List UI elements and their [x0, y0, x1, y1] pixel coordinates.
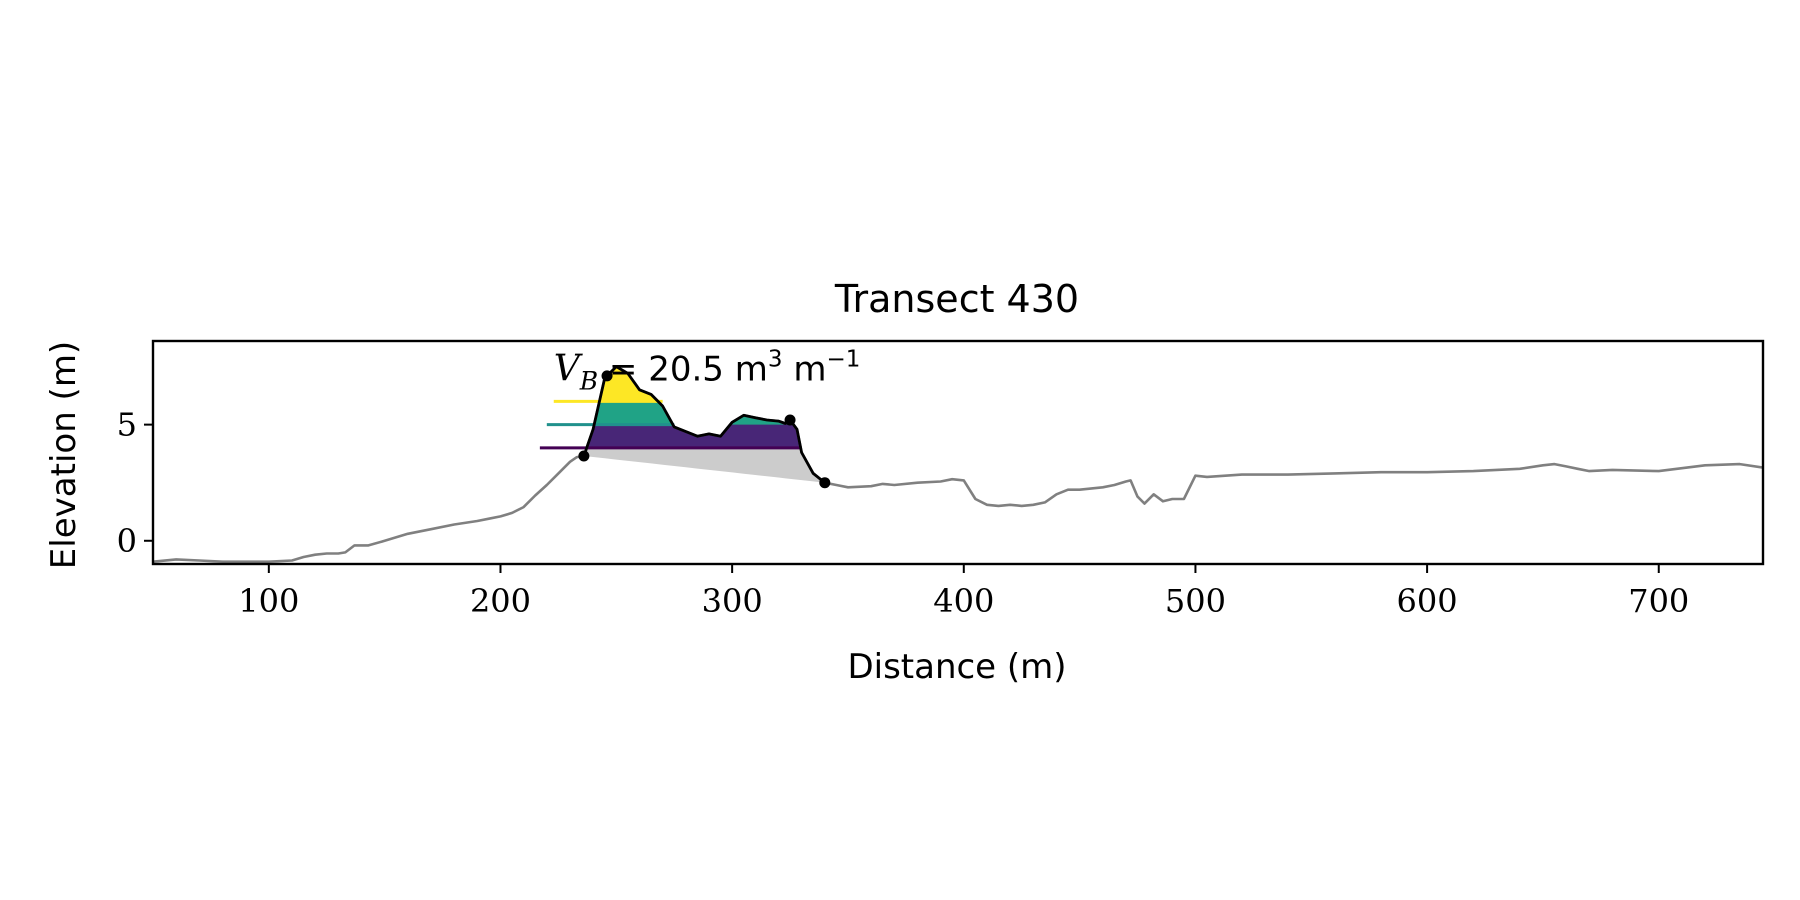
y-tick-label-0: 0: [117, 522, 137, 560]
annotation-unit-second: m: [783, 349, 827, 389]
annotation-equals: =: [598, 349, 648, 389]
x-axis-label: Distance (m): [847, 647, 1066, 687]
x-tick-label-400: 400: [933, 582, 994, 620]
annotation-value: 20.5: [648, 349, 724, 389]
x-tick-label-500: 500: [1165, 582, 1226, 620]
annotation-symbol: V: [554, 348, 584, 389]
dune-crest-point: [601, 370, 613, 382]
y-tick-label-5: 5: [117, 406, 137, 444]
annotation-unit-exponent: 3: [768, 346, 783, 372]
x-tick-label-300: 300: [702, 582, 763, 620]
plot-area: [153, 365, 1763, 563]
level-fill-0-0: [587, 366, 801, 448]
axes-frame: [151, 339, 1765, 566]
dune-secondary-point: [784, 414, 796, 426]
profile-line: [153, 365, 1763, 563]
dune-heel-point: [819, 477, 831, 489]
annotation-subscript: B: [579, 366, 598, 395]
chart-title: Transect 430: [834, 277, 1079, 321]
dune-toe-point: [578, 450, 590, 462]
annotation-unit-second-exponent: −1: [826, 346, 860, 372]
x-tick-label-100: 100: [238, 582, 299, 620]
volume-annotation: VB = 20.5 m3 m−1: [554, 346, 861, 395]
x-tick-label-200: 200: [470, 582, 531, 620]
annotation-unit: m: [724, 349, 768, 389]
x-tick-label-700: 700: [1628, 582, 1689, 620]
x-tick-label-600: 600: [1397, 582, 1458, 620]
level-fill-2-0: [600, 366, 657, 402]
y-axis-label: Elevation (m): [44, 341, 84, 569]
